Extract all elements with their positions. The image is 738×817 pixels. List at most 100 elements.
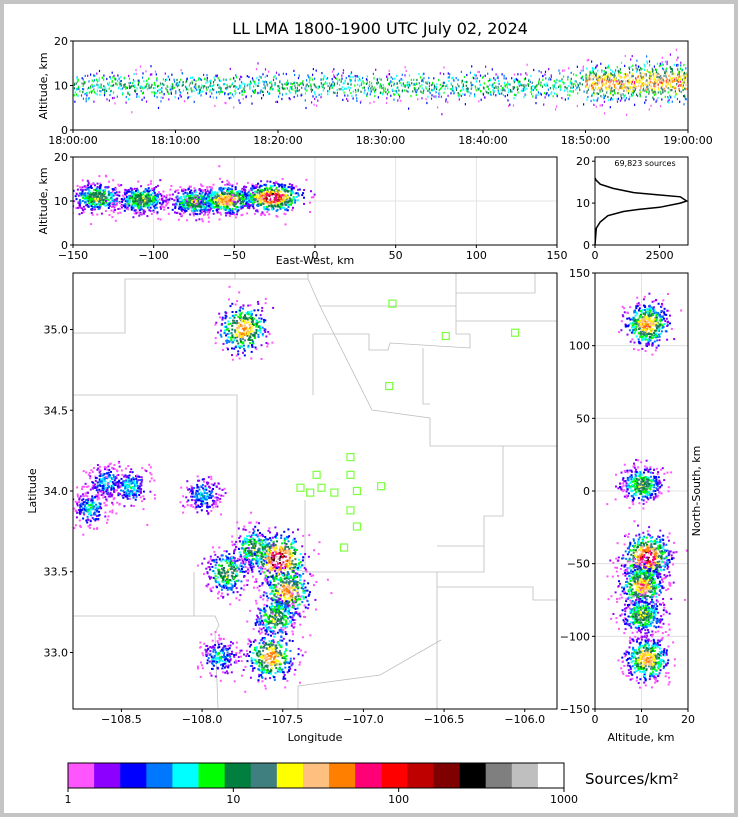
density-mark [148,197,151,200]
density-mark [211,197,214,200]
density-mark [682,86,684,89]
density-mark [586,79,588,82]
density-mark [553,86,555,89]
density-mark [219,201,222,204]
density-mark [105,196,108,199]
density-mark [231,302,234,305]
density-mark [132,204,135,207]
density-mark [670,85,672,88]
density-mark [366,79,368,82]
density-mark [231,202,234,205]
density-mark [262,87,264,90]
density-mark [644,83,646,86]
density-mark [668,98,670,102]
density-mark [216,91,218,94]
density-mark [595,74,597,78]
density-mark [216,192,219,195]
density-mark [241,341,244,344]
density-mark [654,82,656,85]
density-mark [357,88,359,91]
density-mark [112,194,115,197]
density-mark [156,79,158,82]
density-mark [447,72,449,75]
density-mark [652,74,654,77]
density-mark [84,201,87,204]
density-mark [632,86,634,89]
density-mark [145,193,148,196]
density-mark [99,188,102,191]
density-mark [683,95,685,98]
density-mark [85,197,88,200]
density-mark [600,79,602,82]
density-mark [569,82,571,85]
density-mark [111,80,113,84]
density-mark [552,85,554,88]
density-mark [269,86,271,89]
density-mark [274,198,277,201]
density-mark [189,185,192,188]
density-mark [433,77,435,80]
density-mark [262,192,265,195]
density-mark [590,78,592,81]
density-mark [242,351,244,354]
density-mark [244,189,247,191]
density-mark [237,326,240,329]
density-mark [273,197,276,200]
density-mark [207,86,209,89]
density-mark [204,213,206,215]
density-mark [250,195,253,198]
density-mark [292,83,294,86]
density-mark [145,200,148,203]
density-mark [336,94,338,97]
density-mark [346,97,348,100]
density-mark [591,83,593,86]
density-mark [603,97,605,100]
density-mark [305,84,307,87]
density-mark [323,74,325,77]
density-mark [466,73,468,77]
density-mark [233,95,235,98]
density-mark [199,212,201,215]
density-mark [175,90,177,93]
density-mark [399,81,401,85]
density-mark [88,195,91,198]
density-mark [359,85,361,88]
density-mark [170,185,173,187]
density-mark [104,210,107,212]
density-mark [182,192,185,195]
density-mark [220,213,222,216]
density-mark [513,80,515,83]
density-mark [142,87,144,90]
density-mark [284,213,287,216]
density-mark [609,106,611,109]
density-mark [104,204,107,207]
density-mark [668,101,670,104]
density-mark [499,92,501,95]
density-mark [515,94,517,97]
density-mark [332,80,334,83]
density-mark [263,208,266,211]
density-mark [262,94,264,97]
density-mark [239,194,242,197]
density-mark [73,200,75,203]
density-mark [503,77,505,80]
density-mark [201,210,204,213]
density-mark [133,197,136,200]
density-mark [253,82,256,85]
density-mark [641,76,643,79]
density-mark [106,89,108,92]
density-mark [110,495,113,498]
density-mark [216,74,218,77]
density-mark [679,77,682,81]
density-mark [233,321,236,324]
density-mark [163,206,166,209]
density-mark [104,487,107,489]
density-mark [669,85,671,88]
density-mark [406,89,408,92]
density-mark [352,97,354,100]
density-mark [265,190,268,193]
density-mark [128,200,131,203]
density-mark [455,88,458,91]
density-mark [156,201,159,204]
density-mark [85,100,87,103]
